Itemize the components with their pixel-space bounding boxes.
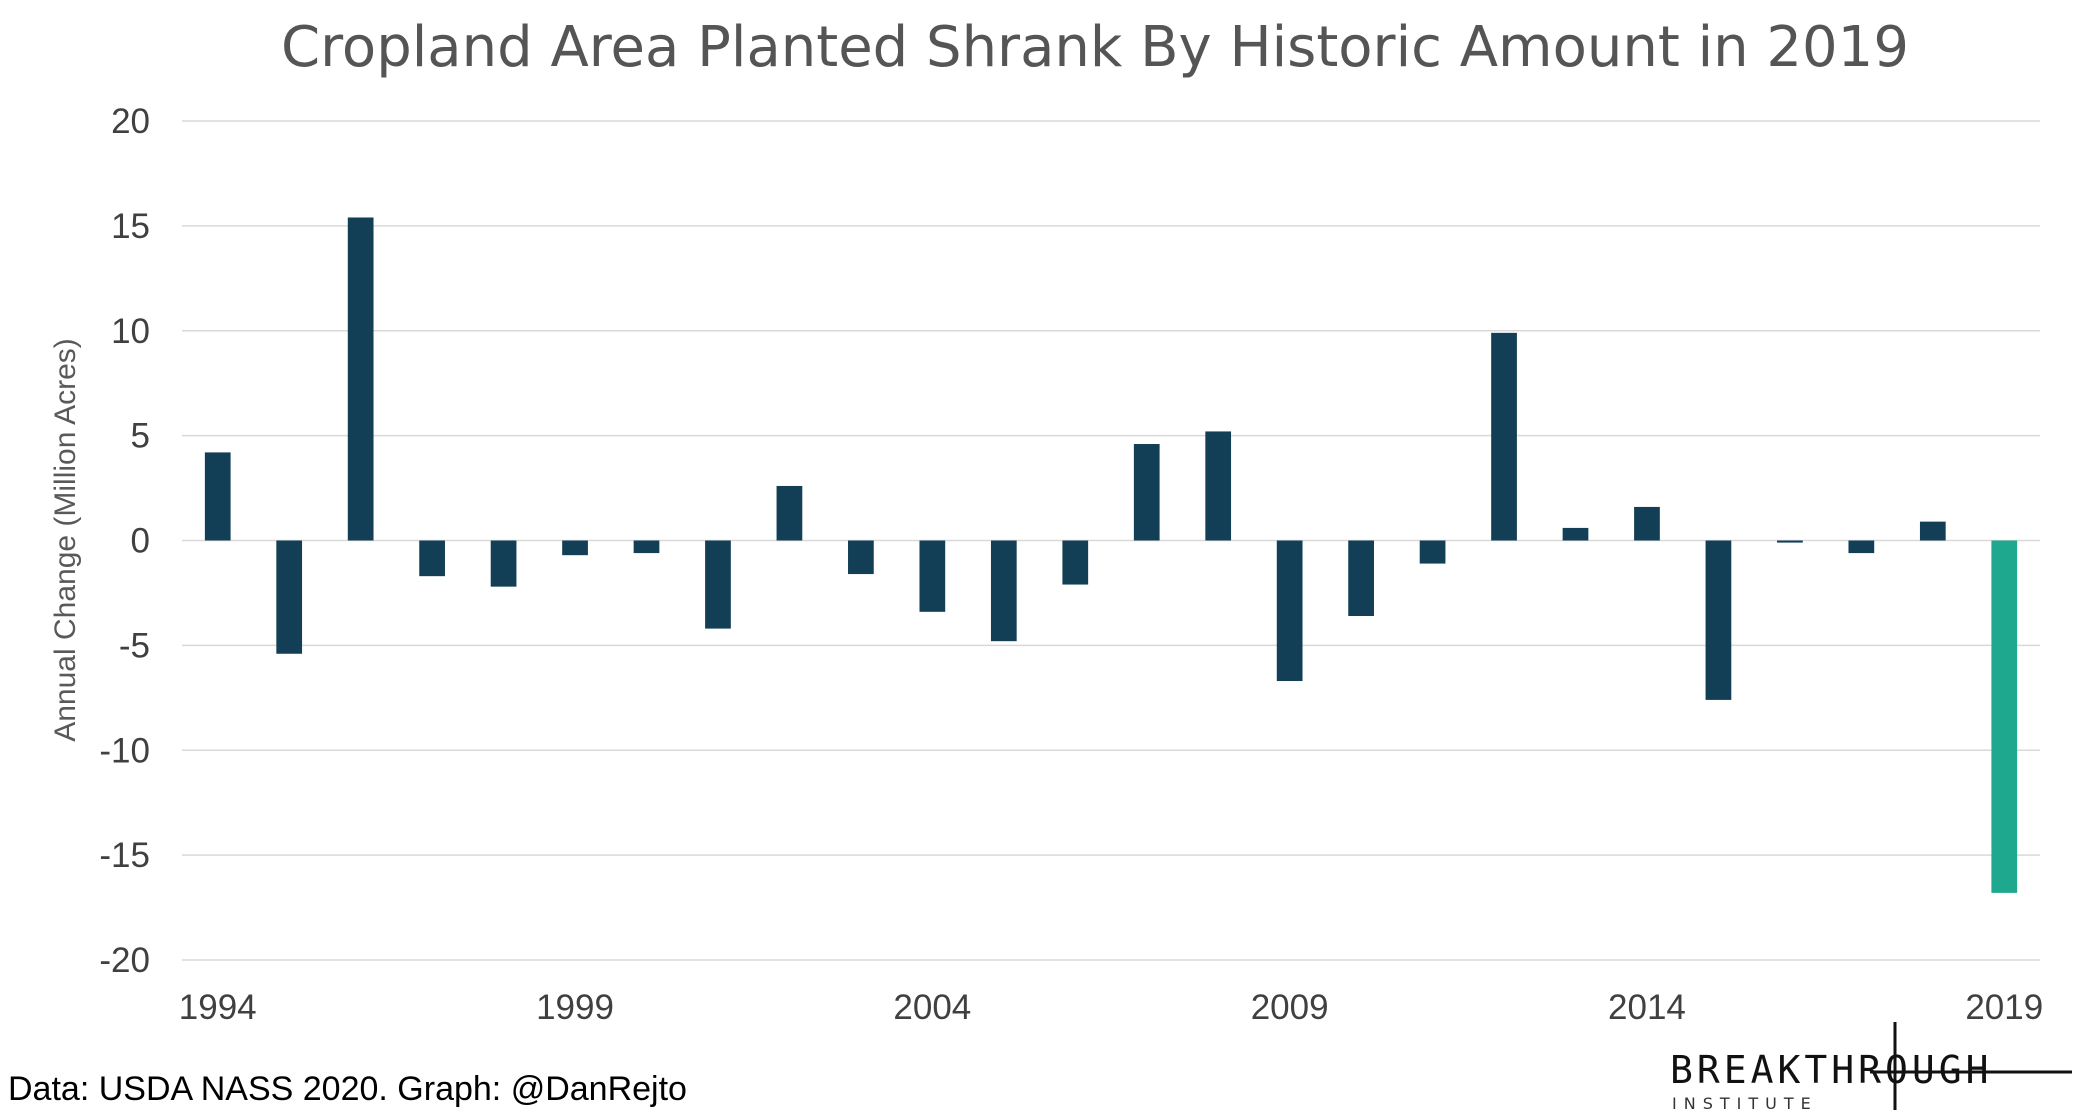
bar-2001 [705,540,731,629]
x-tick-label: 1999 [536,988,614,1027]
bar-2018 [1919,521,1946,541]
gridlines [182,120,2040,961]
y-tick-label: -15 [99,836,150,875]
logo-name: BREAKTHROUGH [1670,1048,1993,1092]
bar-1999 [562,540,588,556]
x-tick-label: 2014 [1608,988,1686,1027]
source-note: Data: USDA NASS 2020. Graph: @DanRejto [8,1070,687,1108]
y-tick-label: -5 [119,626,150,665]
bar-2019 [1991,540,2018,893]
bar-2007 [1133,444,1160,541]
bar-2015 [1705,540,1732,700]
bar-1995 [276,540,303,654]
bar-2008 [1205,431,1232,541]
bar-1994 [204,452,231,541]
y-tick-label: 15 [111,207,150,246]
x-axis-ticks: 1994 1999 2004 2009 2014 2019 [179,988,2043,1027]
y-tick-label: 0 [131,522,150,561]
y-tick-label: 5 [131,417,150,456]
logo-subtitle: INSTITUTE [1672,1094,1818,1113]
bar-1996 [347,217,374,541]
bar-2011 [1419,540,1446,564]
y-axis-ticks: 20 15 10 5 0 -5 -10 -15 -20 [99,102,150,980]
bars [204,217,2018,893]
bar-2010 [1348,540,1374,617]
bar-2014 [1634,506,1660,541]
x-tick-label: 2009 [1251,988,1329,1027]
y-tick-label: -20 [99,941,150,980]
y-tick-label: 10 [111,312,150,351]
bar-2009 [1276,540,1303,682]
y-tick-label: 20 [111,102,150,141]
bar-2017 [1848,540,1875,554]
x-tick-label: 2019 [1965,988,2043,1027]
y-tick-label: -10 [99,731,150,770]
x-tick-label: 2004 [893,988,971,1027]
breakthrough-logo: BREAKTHROUGH INSTITUTE [1670,1022,2072,1113]
bar-2005 [990,540,1017,642]
bar-2012 [1491,332,1517,541]
bar-2003 [848,540,874,575]
bar-2000 [633,540,660,554]
bar-2013 [1562,527,1589,541]
bar-2016 [1777,540,1803,543]
bar-2006 [1062,540,1089,585]
bar-2004 [919,540,946,612]
bar-2002 [776,485,803,541]
chart-title: Cropland Area Planted Shrank By Historic… [281,15,1909,80]
x-tick-label: 1994 [179,988,257,1027]
bar-1997 [419,540,445,577]
bar-1998 [490,540,517,587]
y-axis-label: Annual Change (Million Acres) [49,338,82,742]
